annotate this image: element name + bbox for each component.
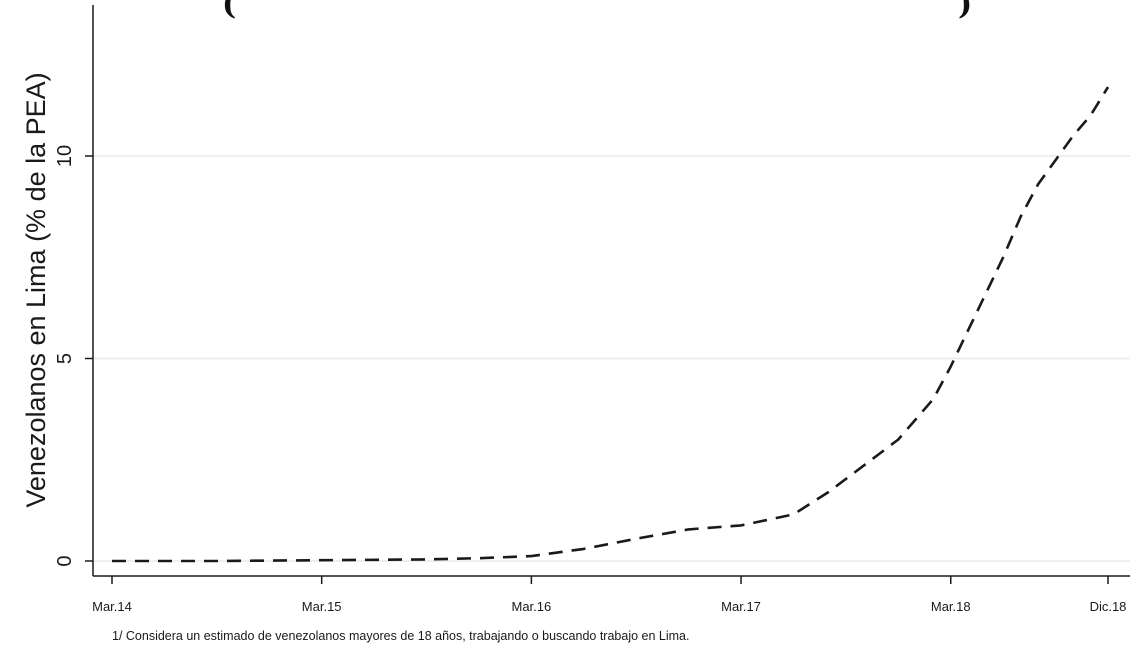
y-axis-title: Venezolanos en Lima (% de la PEA) <box>21 72 51 507</box>
x-tick-label: Dic.18 <box>1090 599 1127 614</box>
x-tick-label: Mar.15 <box>302 599 342 614</box>
series-line-0 <box>112 86 1110 563</box>
chart-title-right-fragment: ) <box>958 0 972 22</box>
x-tick-label: Mar.17 <box>721 599 761 614</box>
footnote: 1/ Considera un estimado de venezolanos … <box>112 629 689 643</box>
series-layer <box>112 86 1110 563</box>
y-tick-label: 10 <box>54 145 76 167</box>
x-tick-label: Mar.14 <box>92 599 132 614</box>
y-axis-ticks: 0 5 10 <box>54 145 93 567</box>
y-tick-label: 0 <box>54 555 76 566</box>
chart-title-left-fragment: ( <box>222 0 236 22</box>
x-axis-ticks: Mar.14 Mar.15 Mar.16 Mar.17 Mar.18 Dic.18 <box>92 576 1126 614</box>
x-tick-label: Mar.16 <box>511 599 551 614</box>
y-tick-label: 5 <box>54 353 76 364</box>
gridlines <box>94 155 1130 562</box>
x-tick-label: Mar.18 <box>931 599 971 614</box>
